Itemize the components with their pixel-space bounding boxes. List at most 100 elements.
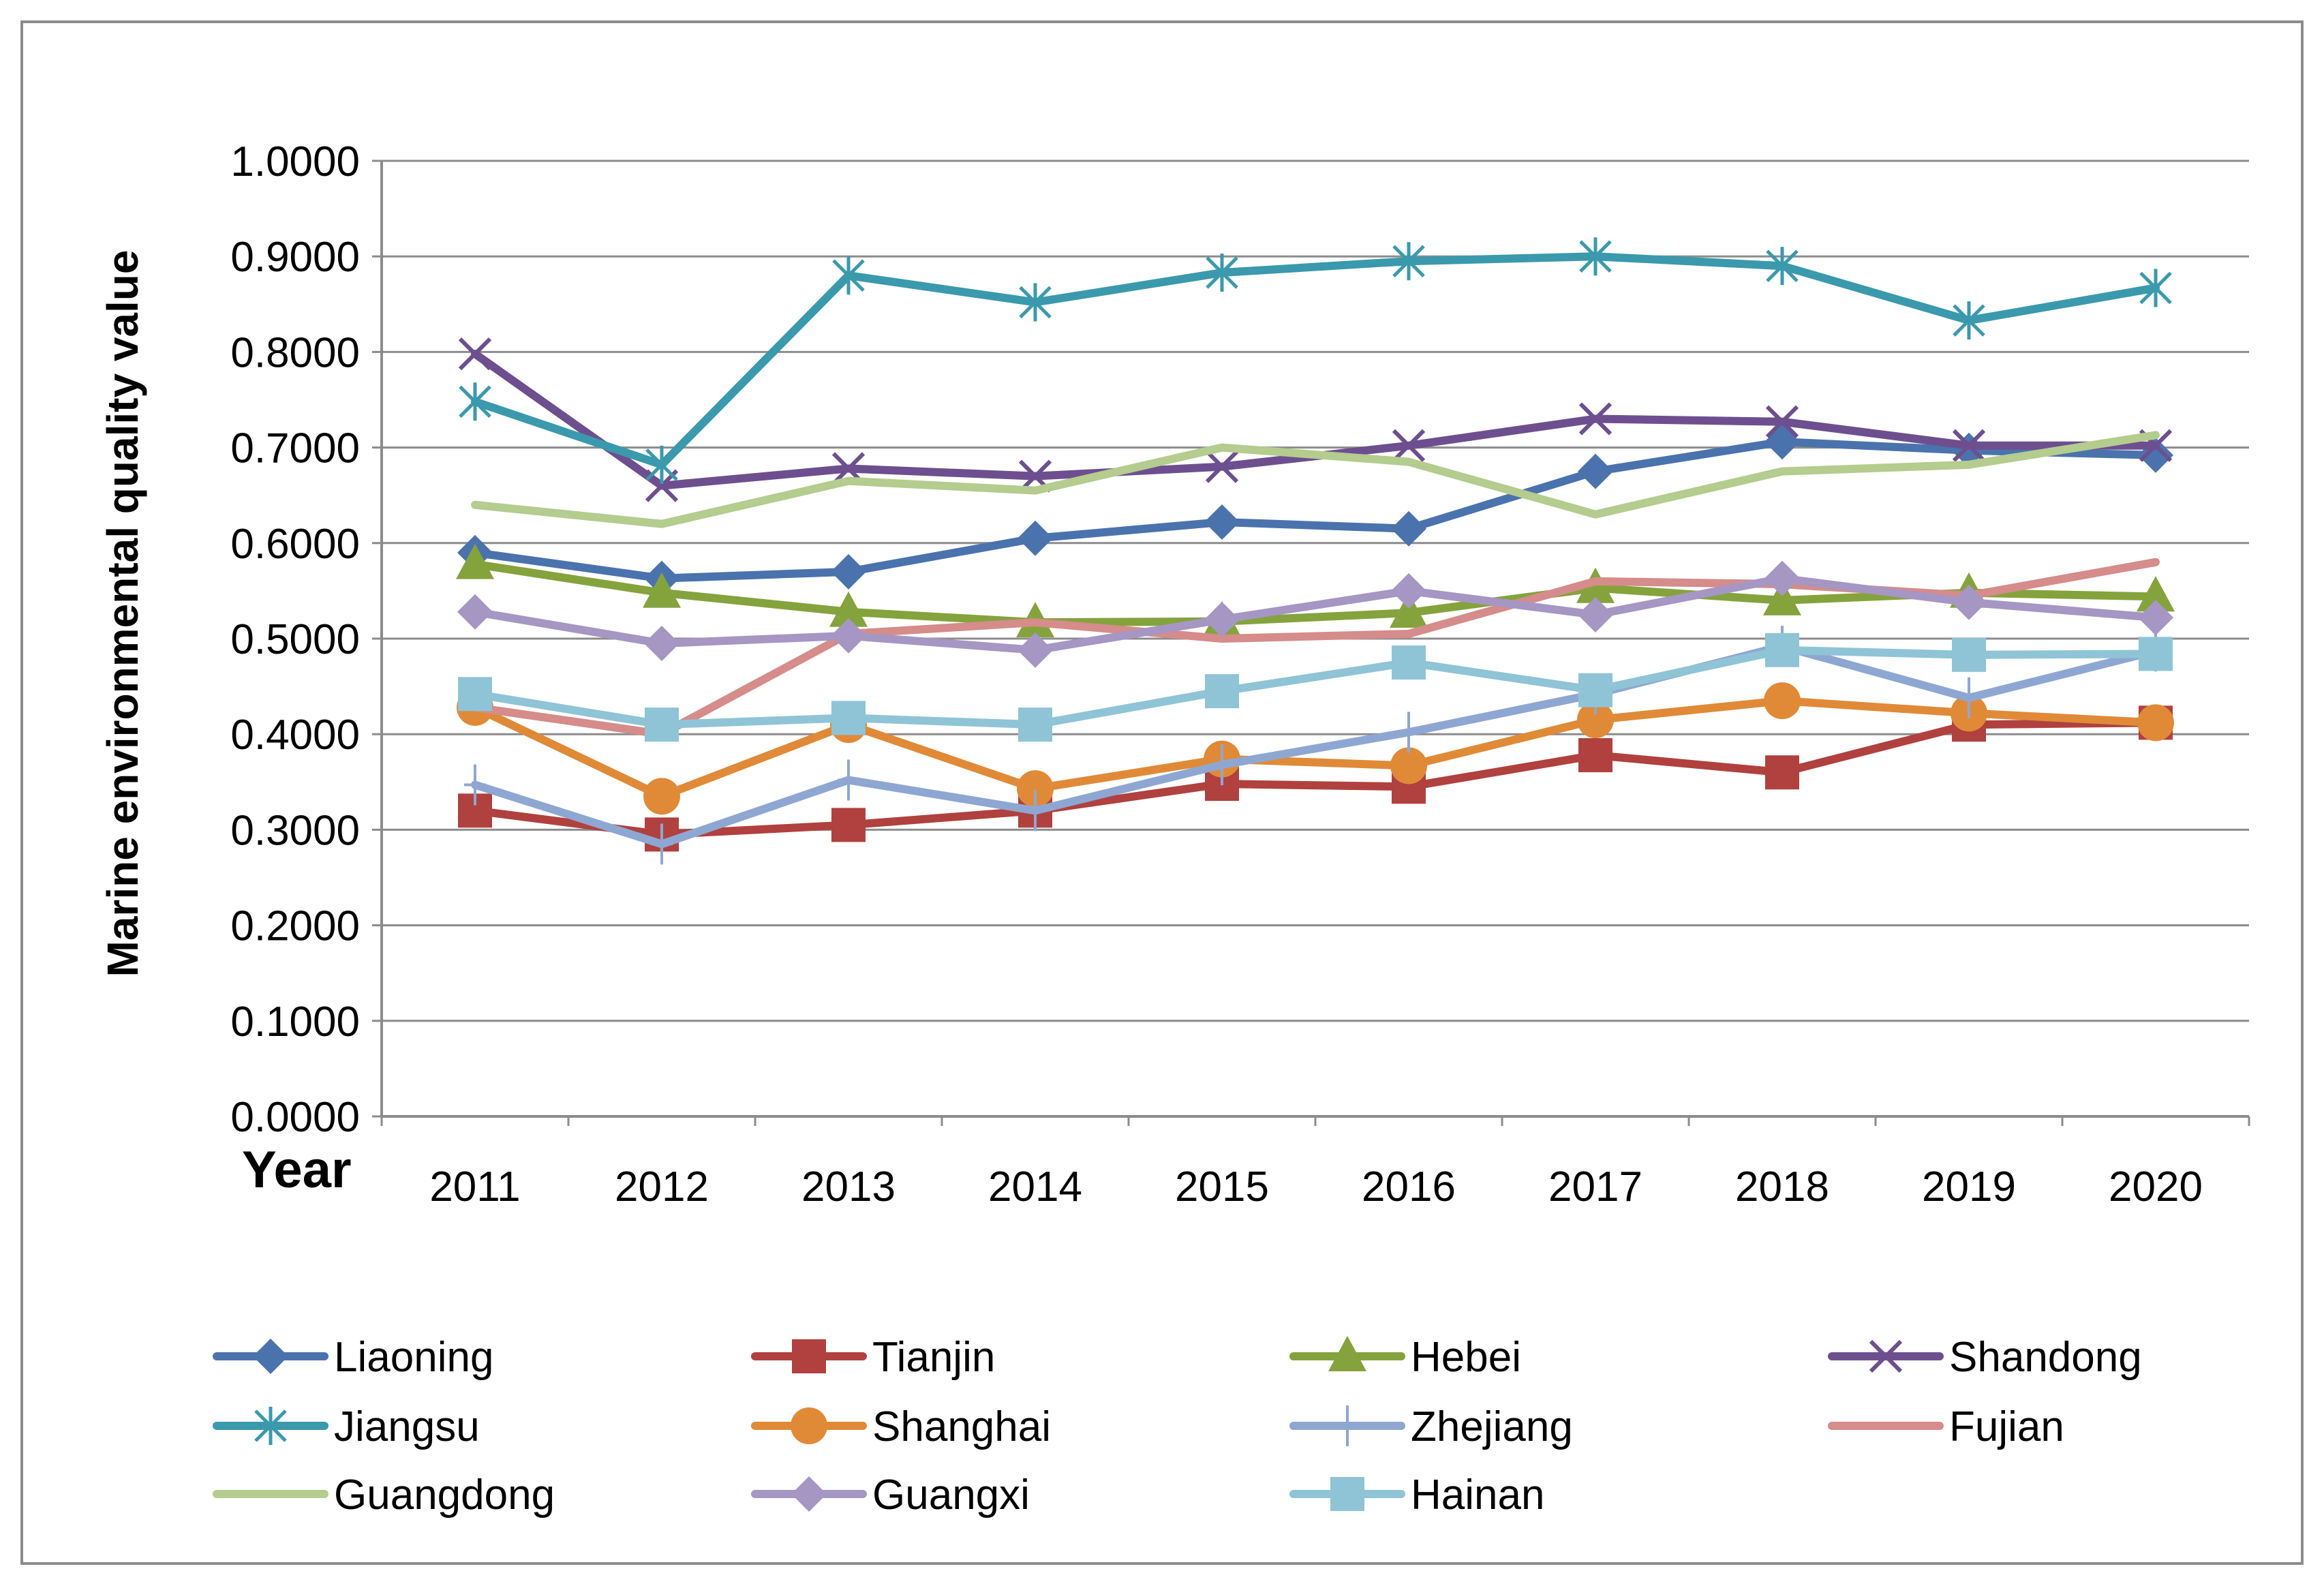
legend-marker	[253, 1339, 288, 1374]
legend-item-hainan: Hainan	[1289, 1471, 1544, 1519]
data-point-guangxi	[831, 617, 866, 654]
data-point-guangxi	[1204, 601, 1240, 637]
legend-marker	[792, 1339, 826, 1373]
x-tick-label: 2014	[988, 1163, 1082, 1210]
data-point-jiangsu	[459, 382, 491, 421]
series-hebei	[456, 543, 2175, 638]
data-point-shanghai	[643, 778, 680, 815]
legend-label: Guangxi	[872, 1471, 1030, 1519]
data-point-zhejiang	[1398, 712, 1420, 753]
legend-item-shandong: Shandong	[1828, 1334, 2142, 1381]
x-tick-label: 2011	[429, 1163, 520, 1210]
data-point-jiangsu	[2139, 269, 2172, 307]
series-line-hainan	[471, 645, 2160, 729]
series-line-guangdong	[471, 431, 2160, 528]
data-point-shanghai	[1577, 701, 1614, 739]
data-point-zhejiang	[1211, 744, 1233, 786]
legend-marker	[791, 1476, 827, 1512]
data-point-jiangsu	[1019, 283, 1052, 322]
y-tick-label: 0.9000	[230, 234, 360, 281]
data-point-guangxi	[1764, 560, 1800, 596]
plot-series	[456, 237, 2175, 865]
data-point-hebei	[1390, 592, 1428, 628]
data-point-shandong	[1392, 429, 1426, 462]
y-tick-labels: 0.0000 0.1000 0.2000 0.3000 0.4000 0.5000 0.60…	[230, 138, 382, 1141]
legend-marker	[1336, 1405, 1358, 1446]
legend-label: Shandong	[1949, 1334, 2142, 1381]
series-line-zhejiang	[471, 642, 2160, 849]
x-tick-label: 2017	[1548, 1163, 1642, 1210]
legend-item-guangxi: Guangxi	[751, 1471, 1030, 1519]
y-tick-label: 1.0000	[230, 138, 360, 185]
data-point-hainan	[2139, 637, 2173, 671]
data-point-tianjin	[1765, 755, 1799, 790]
data-point-guangxi	[1951, 584, 1987, 620]
legend-item-guangdong: Guangdong	[213, 1471, 555, 1519]
data-point-jiangsu	[1206, 254, 1238, 292]
data-point-jiangsu	[1953, 301, 1985, 340]
series-line-jiangsu	[471, 252, 2160, 469]
data-point-jiangsu	[832, 256, 865, 295]
data-point-liaoning	[1391, 510, 1426, 547]
series-hainan	[458, 632, 2173, 742]
data-point-guangxi	[1391, 573, 1426, 609]
series-line-hebei	[471, 560, 2160, 627]
legend-item-shanghai: Shanghai	[751, 1403, 1051, 1450]
legend: Liaoning Tianjin Hebei Shandong Jiangsu Shang…	[213, 1334, 2142, 1519]
y-tick-label: 0.3000	[230, 807, 360, 854]
data-point-shanghai	[1390, 747, 1427, 784]
legend-item-liaoning: Liaoning	[213, 1334, 493, 1381]
data-point-zhejiang	[1024, 790, 1046, 832]
series-line-guangxi	[471, 574, 2160, 654]
legend-item-fujian: Fujian	[1828, 1403, 2064, 1450]
legend-label: Hainan	[1411, 1471, 1544, 1519]
legend-marker	[1330, 1477, 1364, 1511]
data-point-shandong	[458, 337, 492, 371]
data-point-liaoning	[1204, 504, 1240, 540]
data-point-guangxi	[457, 594, 493, 630]
data-point-zhejiang	[1958, 677, 1980, 718]
data-point-shandong	[1765, 405, 1799, 438]
data-point-shanghai	[1764, 682, 1801, 720]
data-point-hebei	[643, 572, 681, 608]
series-line-liaoning	[471, 438, 2160, 583]
data-point-guangxi	[2138, 600, 2173, 636]
legend-label: Jiangsu	[334, 1403, 480, 1450]
data-point-hainan	[1765, 632, 1799, 667]
data-point-guangxi	[644, 626, 679, 662]
y-tick-label: 0.4000	[230, 712, 360, 759]
data-point-hainan	[458, 677, 492, 712]
legend-label: Hebei	[1411, 1334, 1521, 1381]
x-tick-label: 2016	[1362, 1163, 1456, 1210]
legend-label: Zhejiang	[1411, 1403, 1573, 1450]
data-point-shanghai	[1017, 770, 1054, 808]
data-point-jiangsu	[1579, 237, 1612, 276]
data-point-shandong	[1205, 450, 1239, 483]
data-point-guangxi	[1018, 632, 1053, 668]
data-point-hebei	[1763, 579, 1801, 615]
data-point-hainan	[1952, 637, 1986, 672]
data-point-hebei	[2137, 576, 2175, 612]
series-liaoning	[457, 424, 2173, 596]
legend-item-jiangsu: Jiangsu	[213, 1403, 480, 1450]
x-tick-label: 2013	[801, 1163, 896, 1210]
y-tick-label: 0.0000	[230, 1094, 360, 1141]
data-point-jiangsu	[645, 445, 678, 484]
y-tick-label: 0.8000	[230, 329, 360, 376]
y-tick-label: 0.5000	[230, 616, 360, 663]
legend-label: Shanghai	[872, 1403, 1051, 1450]
data-point-hainan	[1578, 673, 1612, 707]
data-point-hebei	[829, 591, 868, 627]
data-point-jiangsu	[1392, 242, 1425, 281]
data-point-hainan	[645, 707, 679, 742]
data-point-hebei	[456, 543, 494, 579]
legend-marker	[791, 1407, 827, 1444]
x-tick-label: 2012	[615, 1163, 709, 1210]
series-guangxi	[457, 560, 2173, 668]
legend-marker	[1869, 1339, 1903, 1373]
legend-label: Fujian	[1949, 1403, 2064, 1450]
legend-item-hebei: Hebei	[1289, 1334, 1521, 1381]
legend-marker	[1328, 1336, 1366, 1371]
series-guangdong	[471, 431, 2160, 528]
